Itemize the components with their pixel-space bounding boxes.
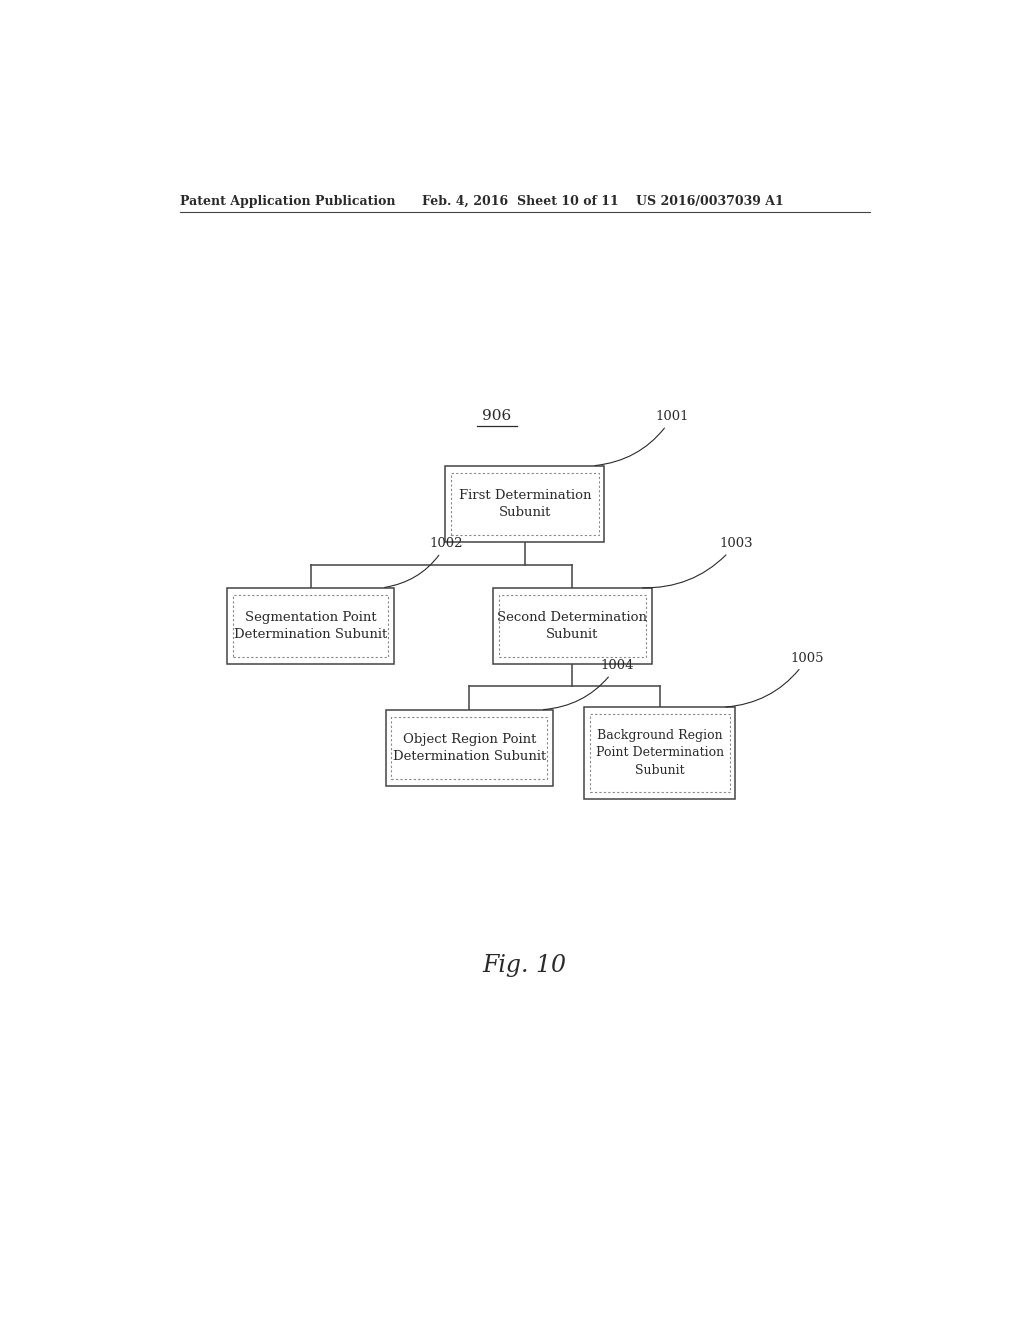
Bar — [590, 714, 729, 792]
Bar — [494, 587, 652, 664]
Text: Sheet 10 of 11: Sheet 10 of 11 — [517, 194, 618, 207]
Text: Object Region Point
Determination Subunit: Object Region Point Determination Subuni… — [392, 733, 546, 763]
Text: 1005: 1005 — [726, 652, 824, 708]
Text: 1004: 1004 — [544, 659, 634, 710]
Text: 1001: 1001 — [595, 411, 689, 466]
Text: Feb. 4, 2016: Feb. 4, 2016 — [422, 194, 508, 207]
Bar — [386, 710, 553, 785]
Text: Segmentation Point
Determination Subunit: Segmentation Point Determination Subunit — [233, 611, 387, 642]
Text: 1002: 1002 — [385, 537, 463, 587]
Text: 906: 906 — [482, 409, 512, 422]
Bar — [445, 466, 604, 543]
Bar — [227, 587, 394, 664]
Text: Patent Application Publication: Patent Application Publication — [179, 194, 395, 207]
Text: Background Region
Point Determination
Subunit: Background Region Point Determination Su… — [596, 729, 724, 777]
Text: US 2016/0037039 A1: US 2016/0037039 A1 — [636, 194, 783, 207]
Bar — [391, 717, 547, 779]
Text: First Determination
Subunit: First Determination Subunit — [459, 488, 591, 519]
Bar — [451, 473, 599, 535]
Bar — [232, 595, 388, 657]
Text: 1003: 1003 — [643, 537, 753, 587]
Bar — [585, 708, 735, 799]
Text: Fig. 10: Fig. 10 — [482, 953, 567, 977]
Bar — [499, 595, 646, 657]
Text: Second Determination
Subunit: Second Determination Subunit — [498, 611, 647, 642]
